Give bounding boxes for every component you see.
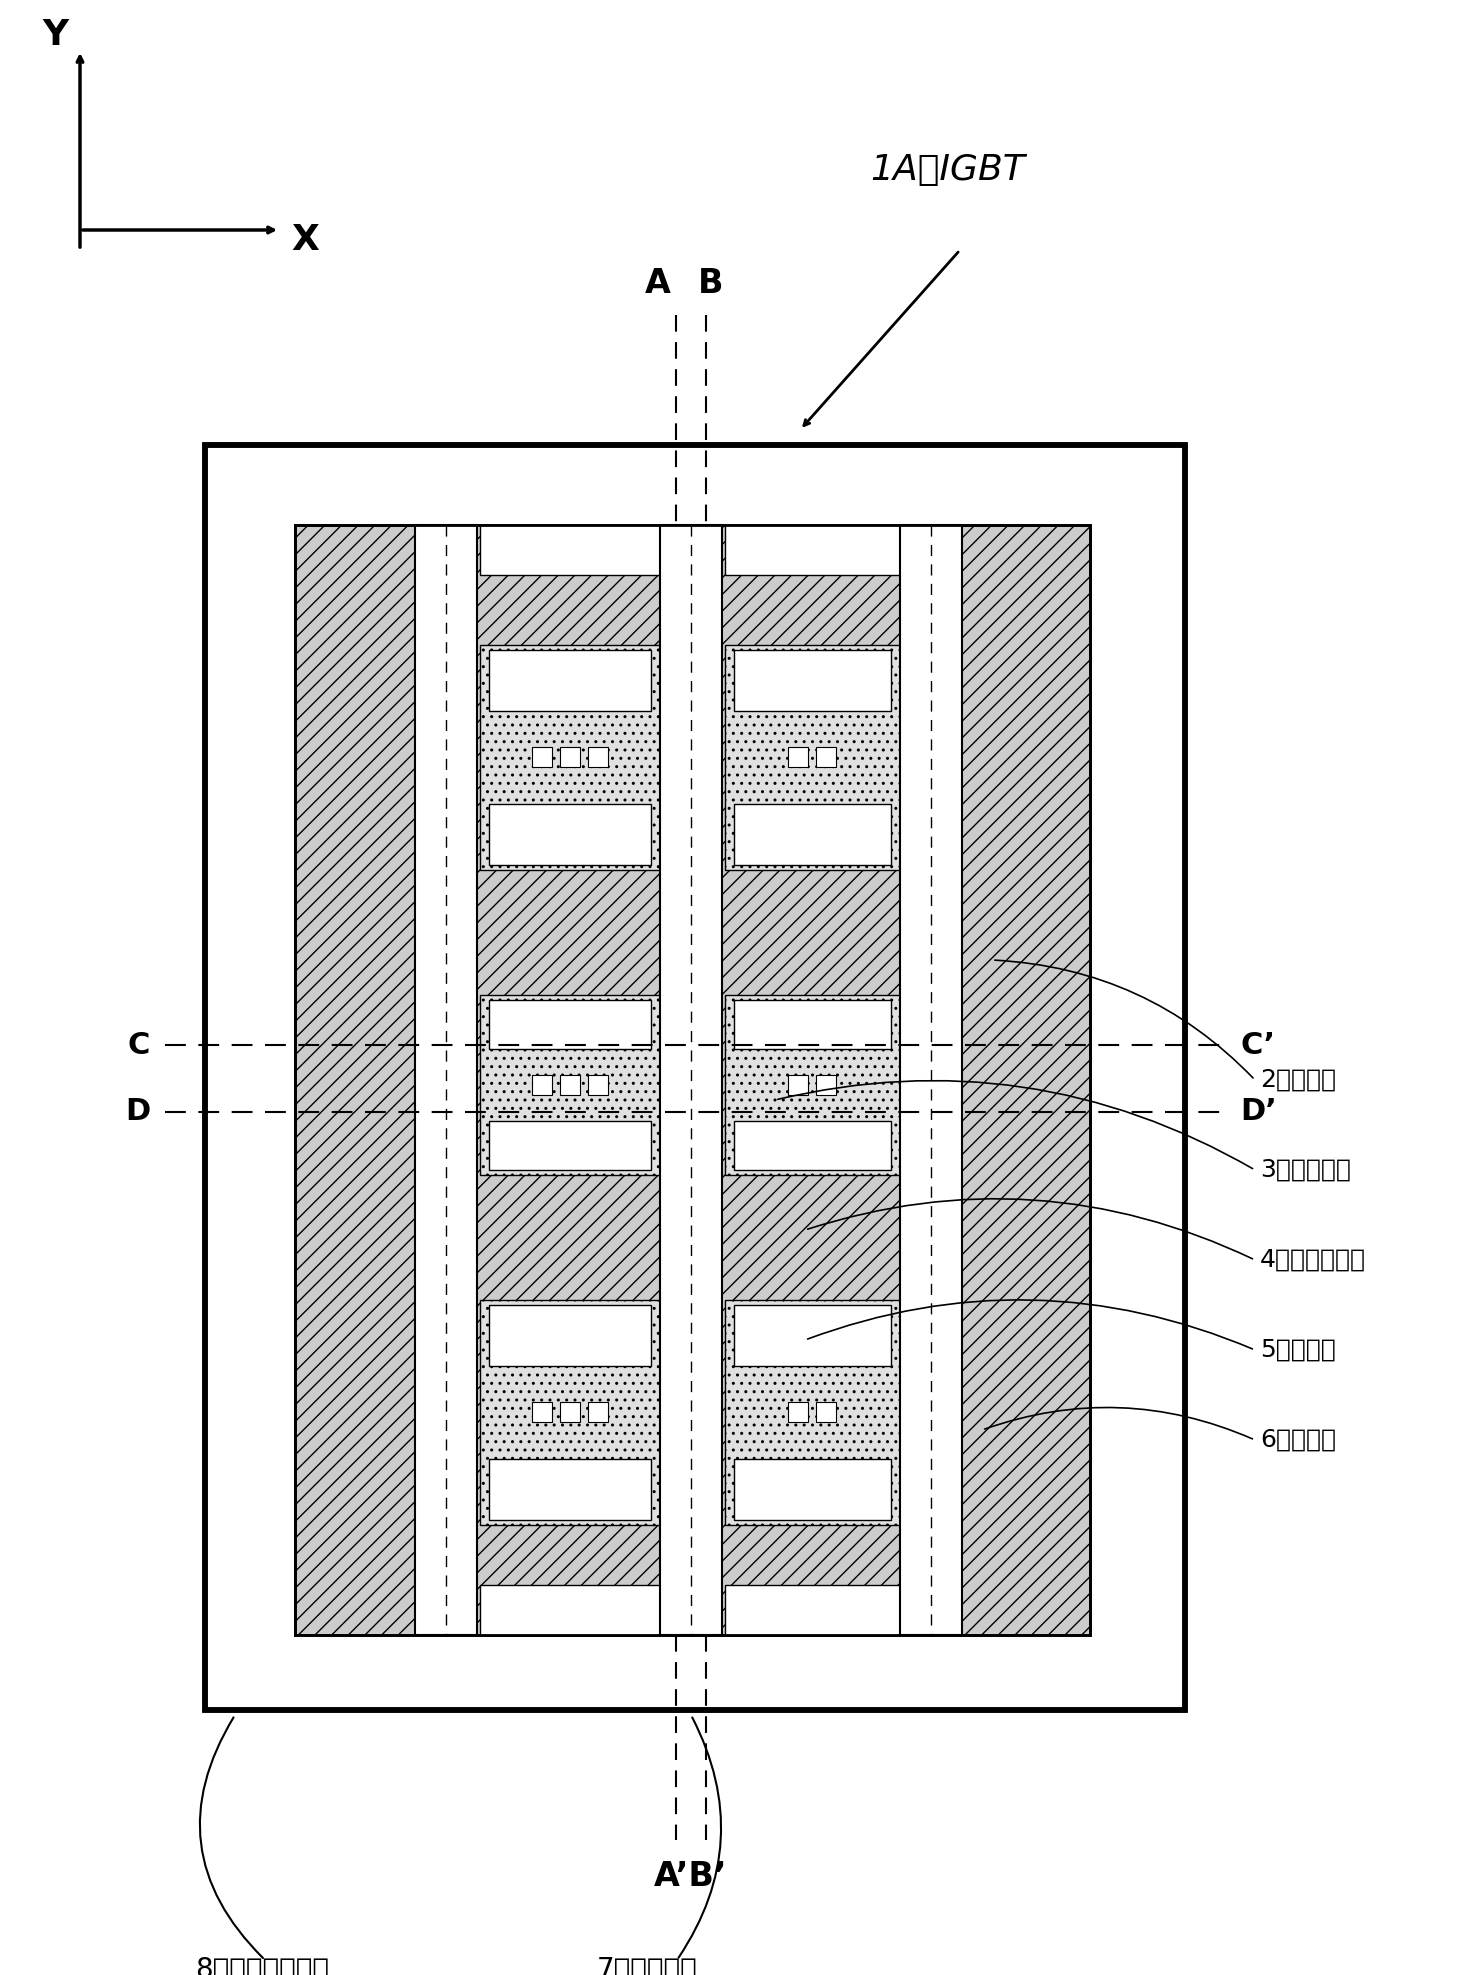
Bar: [660, 525, 723, 1635]
Text: C’: C’: [1241, 1031, 1276, 1061]
Bar: [734, 1460, 891, 1521]
Text: A: A: [645, 267, 672, 300]
Bar: [489, 1460, 651, 1521]
Bar: [789, 747, 808, 766]
Bar: [205, 444, 1185, 1710]
Text: 5：体区域: 5：体区域: [1260, 1337, 1336, 1363]
Bar: [726, 646, 900, 871]
Text: B: B: [698, 267, 724, 300]
Bar: [489, 999, 651, 1049]
Bar: [734, 1122, 891, 1169]
Bar: [560, 1402, 579, 1422]
Text: 8：栅极引绕布线: 8：栅极引绕布线: [195, 1955, 329, 1975]
Bar: [588, 1402, 609, 1422]
Text: D’: D’: [1241, 1098, 1277, 1126]
Text: A’B’: A’B’: [654, 1860, 727, 1892]
Bar: [480, 525, 660, 575]
Bar: [480, 646, 660, 871]
Text: 2：漂移层: 2：漂移层: [1260, 1068, 1336, 1092]
Bar: [489, 1122, 651, 1169]
Text: 3：基极区域: 3：基极区域: [1260, 1157, 1350, 1181]
Bar: [560, 747, 579, 766]
Bar: [533, 1074, 552, 1094]
Bar: [734, 804, 891, 865]
Bar: [734, 650, 891, 711]
Bar: [734, 999, 891, 1049]
Text: 6：保护环: 6：保护环: [1260, 1428, 1336, 1452]
Bar: [900, 525, 963, 1635]
Bar: [560, 1074, 579, 1094]
Text: 1A：IGBT: 1A：IGBT: [870, 152, 1026, 188]
Bar: [489, 650, 651, 711]
Text: X: X: [291, 223, 319, 257]
Bar: [415, 525, 477, 1635]
Bar: [296, 525, 1090, 1635]
Bar: [726, 995, 900, 1175]
Bar: [588, 1074, 609, 1094]
Bar: [734, 1305, 891, 1367]
Bar: [726, 1586, 900, 1635]
Text: 7：栅极电极: 7：栅极电极: [597, 1955, 698, 1975]
Text: 4：发射极区域: 4：发射极区域: [1260, 1248, 1366, 1272]
Bar: [726, 525, 900, 575]
Bar: [480, 995, 660, 1175]
Bar: [480, 1586, 660, 1635]
Bar: [588, 747, 609, 766]
Bar: [816, 1074, 835, 1094]
Bar: [205, 444, 1185, 1710]
Bar: [816, 747, 835, 766]
Bar: [489, 804, 651, 865]
Bar: [533, 747, 552, 766]
Bar: [789, 1402, 808, 1422]
Bar: [480, 1300, 660, 1525]
Text: Y: Y: [42, 18, 67, 51]
Bar: [489, 1305, 651, 1367]
Bar: [533, 1402, 552, 1422]
Text: C: C: [127, 1031, 151, 1061]
Bar: [816, 1402, 835, 1422]
Bar: [726, 1300, 900, 1525]
Text: D: D: [124, 1098, 151, 1126]
Bar: [789, 1074, 808, 1094]
Bar: [296, 525, 1090, 1635]
